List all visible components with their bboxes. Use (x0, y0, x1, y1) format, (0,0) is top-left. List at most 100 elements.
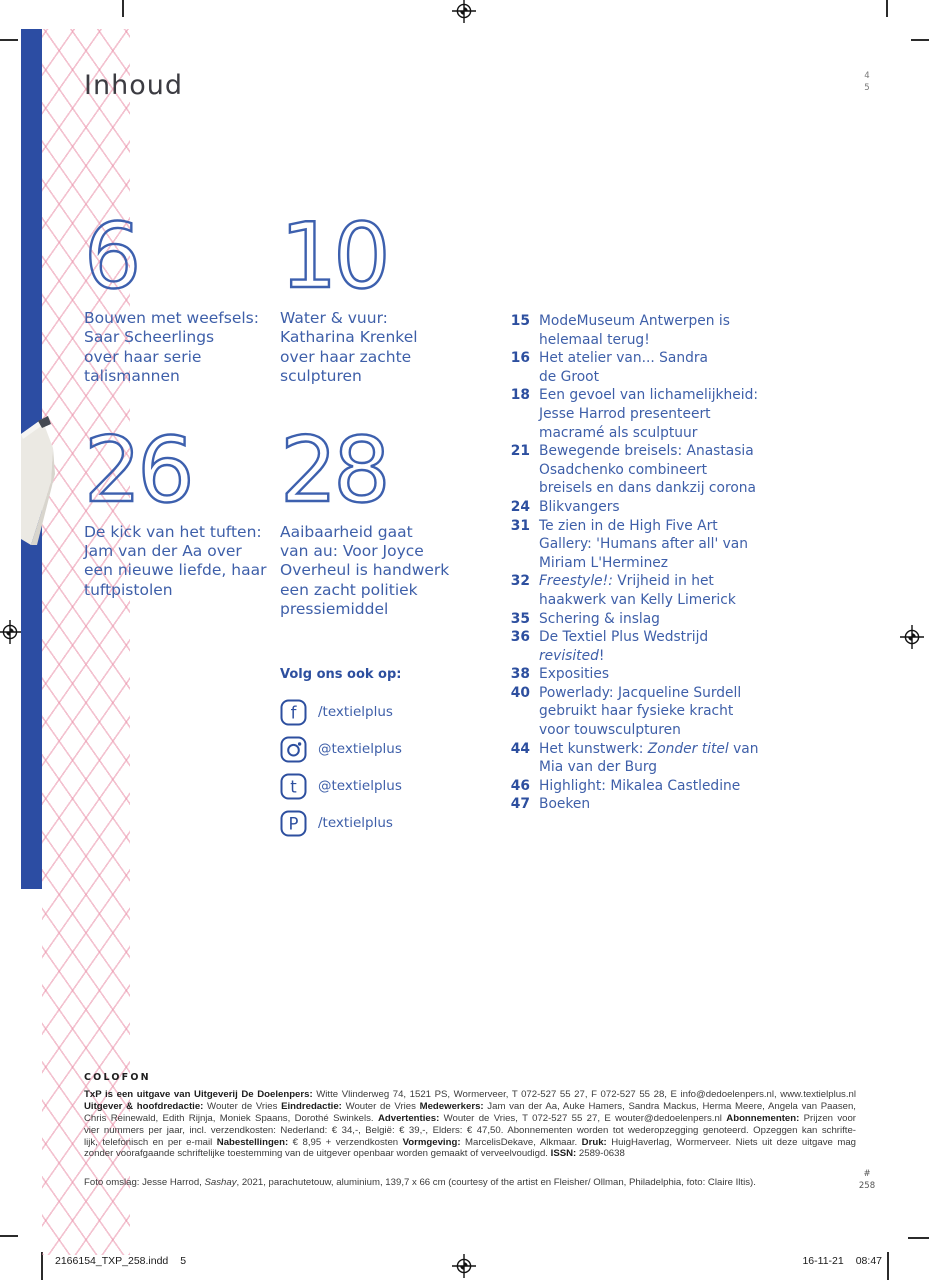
text-segment: van (728, 740, 759, 757)
toc-entry-title: Blikvangers (539, 498, 620, 517)
text-segment: zonder voorafgaande schriftelijke toeste… (84, 1148, 551, 1160)
toc-entry: 36 De Textiel Plus Wedstrijd revisited! (504, 628, 804, 665)
corner-page-numbers: 4 5 (859, 70, 875, 94)
toc-entry-number: 47 (510, 796, 530, 813)
text-segment: Druk: (581, 1136, 607, 1148)
toc-entry-line: Osadchenko combineert (539, 461, 756, 480)
registration-mark-icon (452, 1254, 476, 1278)
feature-description-line: sculpturen (280, 367, 362, 386)
toc-entry-number: 31 (510, 517, 530, 534)
toc-entry-line: Powerlady: Jacqueline Surdell (539, 684, 741, 703)
registration-mark-icon (0, 620, 22, 644)
text-segment: ModeMuseum Antwerpen is (539, 313, 730, 329)
crop-mark-top-left-v (122, 0, 124, 17)
toc-entry-title: Exposities (539, 665, 609, 684)
toc-entry-number: 35 (510, 610, 530, 627)
toc-entry-line: Bewegende breisels: Anastasia (539, 442, 756, 461)
toc-entry-number: 15 (510, 313, 530, 329)
text-segment: voor touwsculpturen (539, 722, 681, 739)
slug-page: 5 (180, 1255, 187, 1267)
print-slug-right: 16-11-21 08:47 (802, 1255, 882, 1267)
text-segment: , 2021, parachutetouw, aluminium, 139,7 … (236, 1177, 756, 1189)
text-segment: Highlight: Mikalea Castledine (539, 777, 741, 794)
pink-lattice-pattern (42, 29, 130, 1255)
text-segment: Wouter de Vries, T 072-527 55 27, E wout… (439, 1112, 727, 1124)
slug-time: 08:47 (855, 1255, 882, 1267)
text-segment: de Groot (539, 368, 599, 385)
social-handle: @textielplus (318, 778, 402, 794)
feature-page-number: 6 (83, 204, 143, 309)
feature-description: De kick van het tuften: Jam van der Aa ov… (84, 523, 280, 601)
feature-articles: 6 Bouwen met weefsels: Saar Scheerlings ove… (83, 204, 490, 666)
social-handle: /textielplus (318, 815, 393, 831)
toc-entry-line: Mia van der Burg (539, 758, 758, 777)
text-segment: TxP is een uitgave van Uitgeverij De Doe… (84, 1088, 313, 1100)
toc-entry-line: voor touwsculpturen (539, 721, 741, 740)
toc-entry-line: ModeMuseum Antwerpen is (539, 312, 730, 331)
slug-date: 16-11-21 (802, 1255, 844, 1267)
slug-filename: 2166154_TXP_258.indd (55, 1255, 169, 1267)
text-segment: Jesse Harrod presenteert (539, 405, 711, 422)
issue-number: 258 (858, 1181, 876, 1191)
text-segment: MarcelisDekave, Alkmaar. (460, 1136, 582, 1148)
feature-article: 28 Aaibaarheid gaat van au: Voor Joyce Over… (279, 424, 490, 620)
issue-number-block: # 258 (857, 1168, 877, 1192)
corner-page-number: 4 (864, 71, 870, 81)
toc-entry-title: ModeMuseum Antwerpen is helemaal terug! (539, 312, 730, 349)
feature-description-line: Bouwen met weefsels: (84, 309, 259, 327)
text-segment: Prijzen voor (799, 1112, 856, 1124)
crop-mark-bottom-left-v (41, 1252, 43, 1280)
corner-page-number: 5 (864, 83, 870, 93)
text-segment: lijk, telefonisch en per e-mail (84, 1136, 217, 1148)
twitter-icon: t (280, 773, 307, 800)
toc-entry: 40 Powerlady: Jacqueline Surdell gebruikt … (504, 684, 804, 740)
toc-entry-line: Miriam L'Herminez (539, 554, 748, 573)
text-segment: Wouter de Vries (203, 1100, 282, 1112)
toc-entry-title: Boeken (539, 795, 590, 814)
text-segment: Sashay (204, 1177, 237, 1189)
toc-entry-line: haakwerk van Kelly Limerick (539, 591, 736, 610)
feature-description: Bouwen met weefsels: Saar Scheerlings over… (84, 309, 280, 387)
social-item: f/textielplus (280, 698, 402, 726)
toc-entry-line: Het atelier van... Sandra (539, 349, 708, 368)
toc-entry-line: gebruikt haar fysieke kracht (539, 702, 741, 721)
toc-entry-line: Blikvangers (539, 498, 620, 517)
feature-description-line: tuftpistolen (84, 580, 173, 599)
feature-article: 26 De kick van het tuften: Jam van der Aa … (83, 417, 280, 620)
toc-entry-number: 40 (510, 684, 530, 701)
toc-entry-line: Schering & inslag (539, 610, 660, 629)
registration-mark-icon (452, 0, 476, 23)
feature-description: Aaibaarheid gaat van au: Voor Joyce Overhe… (280, 523, 490, 620)
text-segment: Medewerkers: (419, 1100, 484, 1112)
feature-description: Water & vuur: Katharina Krenkel over haar … (280, 309, 490, 387)
toc-entry-number: 44 (510, 740, 530, 757)
text-segment: 2589-0638 (576, 1148, 625, 1160)
instagram-icon (280, 736, 307, 763)
feature-description-line: een nieuwe liefde, haar (84, 561, 267, 580)
text-segment: Vrijheid in het (612, 573, 714, 590)
facebook-icon: f (280, 699, 307, 726)
toc-entry-line: macramé als sculptuur (539, 424, 758, 443)
text-segment: Abonnementen: (726, 1112, 800, 1124)
toc-entry-title: Bewegende breisels: Anastasia Osadchenko … (539, 442, 756, 498)
feature-description-line: Water & vuur: (280, 309, 388, 327)
text-segment: Foto omslag: Jesse Harrod, (84, 1177, 205, 1189)
text-segment: Gallery: 'Humans after all' van (539, 536, 748, 553)
colofon-section: COLOFON TxP is een uitgave van Uitgeveri… (84, 1072, 856, 1189)
text-segment: Mia van der Burg (539, 759, 658, 776)
colofon-line: Chris Reinewald, Edith Rijnja, Moniek Sp… (84, 1113, 856, 1125)
toc-entry-line: breisels en dans dankzij corona (539, 479, 756, 498)
text-segment: Osadchenko combineert (539, 461, 708, 478)
cover-photo-caption: Foto omslag: Jesse Harrod, Sashay, 2021,… (84, 1177, 856, 1189)
toc-entry: 46 Highlight: Mikalea Castledine (504, 777, 804, 796)
text-segment: Chris Reinewald, Edith Rijnja, Moniek Sp… (84, 1112, 378, 1124)
feature-page-number: 26 (83, 417, 196, 523)
feature-description-line: Aaibaarheid gaat (280, 522, 413, 541)
text-segment: Nabestellingen: (216, 1136, 289, 1148)
toc-entry-line: Jesse Harrod presenteert (539, 405, 758, 424)
svg-text:t: t (290, 777, 297, 796)
colofon-line: vier nummers per jaar, incl. verzendkost… (84, 1125, 856, 1137)
text-segment: Zonder titel (647, 740, 729, 757)
pinterest-icon: P (280, 810, 307, 837)
toc-entry: 38 Exposities (504, 665, 804, 684)
